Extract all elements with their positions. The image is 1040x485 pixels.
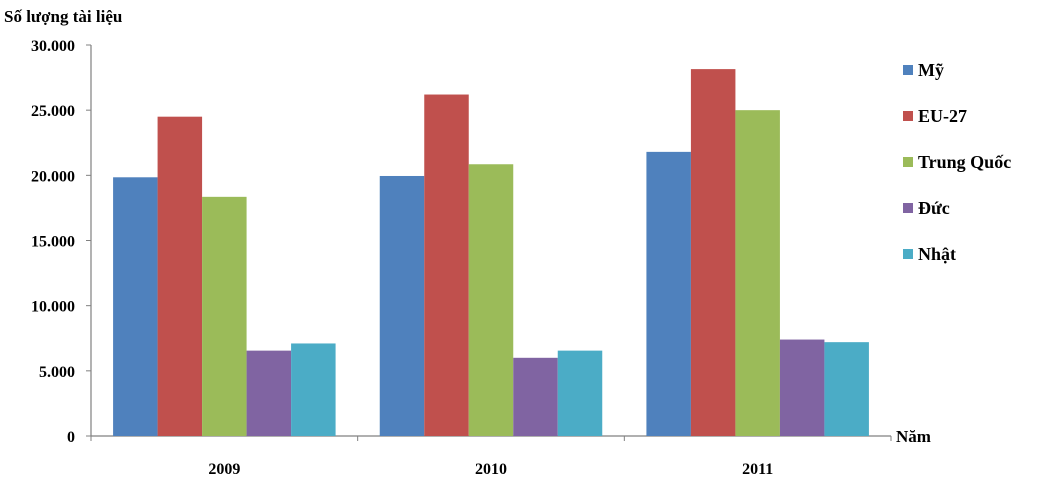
legend-label: Mỹ: [918, 60, 944, 80]
y-tick-label: 15.000: [31, 234, 75, 251]
bar-2011-3: [779, 339, 825, 436]
x-tick-label: 2011: [742, 461, 773, 478]
bar-2009-2: [202, 196, 247, 436]
legend-label: Nhật: [918, 244, 956, 264]
legend-swatch: [903, 203, 913, 213]
legend: Mỹ EU-27 Trung Quốc Đức Nhật: [903, 60, 1011, 264]
x-axis-title: Năm: [896, 427, 931, 446]
bar-2010-2: [468, 164, 514, 436]
x-tick-label: 2010: [475, 461, 507, 478]
bar-2011-4: [824, 342, 869, 436]
bar-2010-3: [513, 357, 558, 436]
y-tick-label: 5.000: [39, 364, 75, 381]
y-tick-label: 30.000: [31, 38, 75, 55]
bar-2009-0: [113, 177, 158, 436]
bar-2009-1: [157, 116, 203, 436]
legend-label: Đức: [918, 198, 950, 218]
bar-2010-0: [379, 175, 425, 437]
legend-swatch: [903, 65, 913, 75]
y-tick-label: 10.000: [31, 299, 75, 316]
legend-label: Trung Quốc: [918, 152, 1011, 172]
bars: [113, 69, 869, 437]
bar-2011-0: [646, 151, 691, 436]
y-tick-labels: 0 5.000 10.000 15.000 20.000 25.000 30.000: [31, 38, 91, 446]
x-tick-label: 2009: [208, 461, 240, 478]
legend-swatch: [903, 111, 913, 121]
y-tick-label: 0: [67, 429, 75, 446]
bar-2011-1: [690, 69, 736, 436]
legend-label: EU-27: [918, 106, 967, 126]
y-tick-label: 25.000: [31, 103, 75, 120]
bar-2010-4: [557, 350, 603, 436]
bar-2011-2: [735, 110, 780, 437]
legend-swatch: [903, 157, 913, 167]
legend-swatch: [903, 249, 913, 259]
bar-2010-1: [424, 94, 469, 436]
y-tick-label: 20.000: [31, 168, 75, 185]
bar-2009-3: [246, 350, 292, 436]
x-tick-labels: 2009 2010 2011: [90, 436, 892, 478]
bar-2009-4: [291, 343, 336, 436]
y-axis-title: Số lượng tài liệu: [4, 7, 122, 26]
